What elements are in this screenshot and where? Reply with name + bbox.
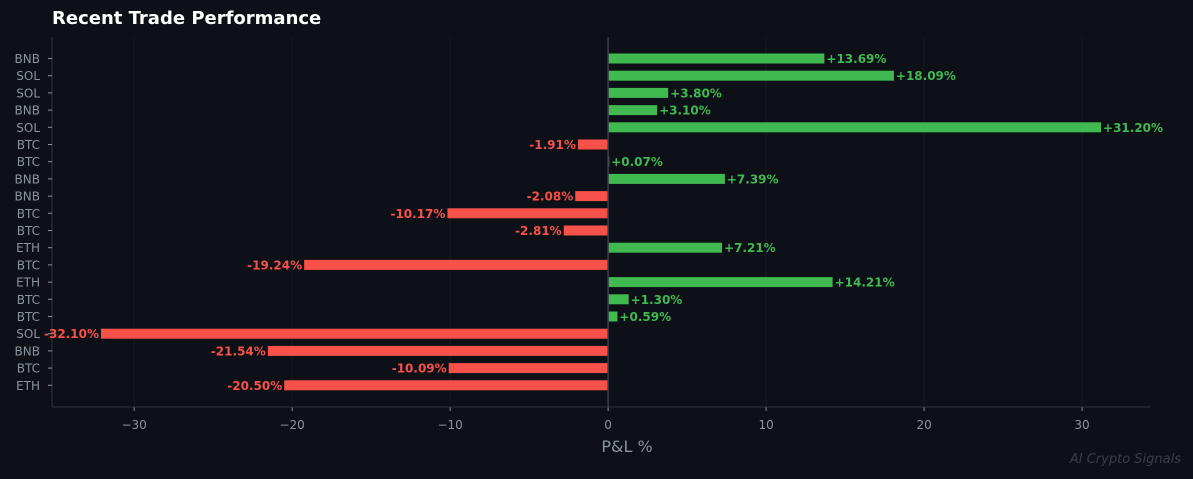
x-tick-label: −20 <box>279 418 304 432</box>
y-tick-label: BTC <box>17 310 40 324</box>
x-tick-label: 30 <box>1074 418 1089 432</box>
bar <box>608 242 723 253</box>
data-label: +0.07% <box>611 155 663 169</box>
data-label: +14.21% <box>835 276 895 290</box>
bar <box>448 363 609 374</box>
data-label: +3.10% <box>659 104 711 118</box>
y-tick-label: BNB <box>15 344 40 358</box>
bar <box>608 173 725 184</box>
y-tick-label: BTC <box>17 155 40 169</box>
data-label: +1.30% <box>631 293 683 307</box>
bar <box>267 345 609 356</box>
data-label: -21.54% <box>211 344 266 358</box>
bar <box>608 105 658 116</box>
y-tick-label: BTC <box>17 138 40 152</box>
bar <box>608 53 825 64</box>
data-label: -2.08% <box>527 190 574 204</box>
bar <box>608 277 833 288</box>
bar <box>563 225 609 236</box>
x-tick-label: 20 <box>916 418 931 432</box>
y-tick-label: ETH <box>16 276 40 290</box>
data-label: -32.10% <box>44 327 99 341</box>
data-label: +7.39% <box>727 172 779 186</box>
data-label: -20.50% <box>227 379 282 393</box>
data-label: +18.09% <box>896 69 956 83</box>
data-label: -1.91% <box>529 138 576 152</box>
y-tick-label: BNB <box>15 190 40 204</box>
x-tick-label: −30 <box>121 418 146 432</box>
y-tick-label: SOL <box>16 86 40 100</box>
data-label: +13.69% <box>826 52 886 66</box>
bar <box>575 191 609 202</box>
data-label: -2.81% <box>515 224 562 238</box>
data-label: -10.09% <box>392 362 447 376</box>
y-tick-label: BTC <box>17 224 40 238</box>
bar <box>100 328 609 339</box>
bar <box>577 139 609 150</box>
x-tick-label: 10 <box>758 418 773 432</box>
data-label: +7.21% <box>724 241 776 255</box>
y-tick-label: SOL <box>16 121 40 135</box>
y-tick-label: SOL <box>16 327 40 341</box>
data-label: -10.17% <box>390 207 445 221</box>
bar <box>608 87 669 98</box>
y-tick-label: BTC <box>17 207 40 221</box>
y-tick-label: BNB <box>15 104 40 118</box>
y-tick-label: SOL <box>16 69 40 83</box>
x-axis-label: P&L % <box>601 437 652 456</box>
bar <box>608 311 618 322</box>
x-tick-label: −10 <box>437 418 462 432</box>
y-tick-label: ETH <box>16 241 40 255</box>
bar <box>284 380 609 391</box>
watermark: AI Crypto Signals <box>1069 452 1181 467</box>
bar <box>304 259 609 270</box>
bar <box>447 208 609 219</box>
data-label: +0.59% <box>619 310 671 324</box>
y-tick-label: BNB <box>15 52 40 66</box>
y-tick-label: BTC <box>17 258 40 272</box>
data-label: +3.80% <box>670 86 722 100</box>
y-tick-label: BTC <box>17 293 40 307</box>
x-tick-label: 0 <box>604 418 612 432</box>
bar <box>608 122 1102 133</box>
chart-title: Recent Trade Performance <box>52 8 322 29</box>
bar <box>608 70 894 81</box>
y-tick-label: ETH <box>16 379 40 393</box>
y-tick-label: BNB <box>15 172 40 186</box>
data-label: +31.20% <box>1103 121 1163 135</box>
y-tick-label: BTC <box>17 362 40 376</box>
data-label: -19.24% <box>247 258 302 272</box>
bar <box>608 294 629 305</box>
